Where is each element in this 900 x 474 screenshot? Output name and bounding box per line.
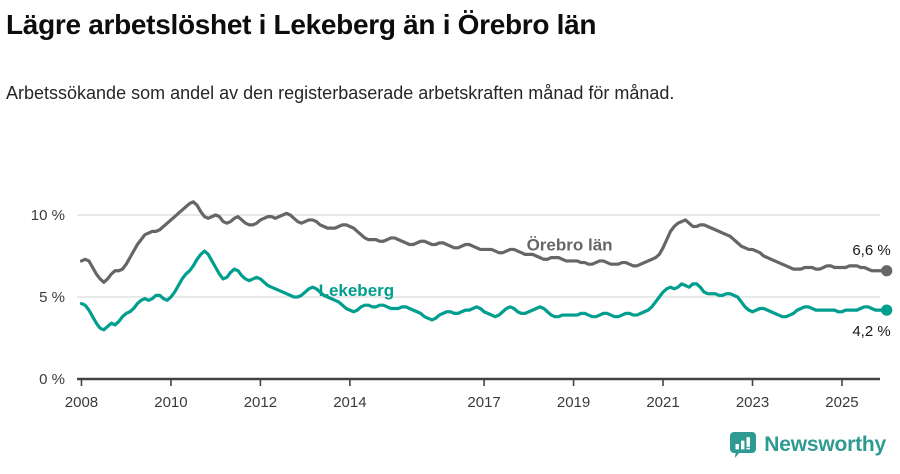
- series-label: Lekeberg: [319, 281, 395, 300]
- y-axis-tick-label: 10 %: [31, 207, 65, 224]
- x-axis-tick-label: 2021: [646, 394, 679, 411]
- x-axis-tick-label: 2008: [65, 394, 98, 411]
- x-axis-tick-label: 2019: [557, 394, 590, 411]
- series-end-value-labels: 6,6 % 4,2 %: [852, 242, 890, 340]
- series-end-dot: [881, 265, 893, 277]
- y-axis-tick-label: 5 %: [39, 289, 65, 306]
- x-axis-tick-label: 2014: [333, 394, 366, 411]
- x-axis-tick-label: 2023: [736, 394, 769, 411]
- series-end-value-label: 4,2 %: [852, 323, 890, 340]
- series-lines: [79, 200, 889, 332]
- bar-chart-bubble-icon: [730, 432, 757, 458]
- series-line: [79, 200, 889, 284]
- series-end-markers: [881, 265, 893, 316]
- gridlines: [77, 214, 880, 298]
- y-axis-tick-label: 0 %: [39, 371, 65, 388]
- x-axis-ticks: [80, 379, 843, 386]
- series-inline-labels: Örebro län Lekeberg: [319, 235, 613, 300]
- line-chart: 0 % 5 % 10 % 2008 2010 2012 2014 2017 2019 2021 2…: [0, 160, 900, 420]
- newsworthy-logo: Newsworthy: [730, 432, 886, 458]
- x-axis-tick-label: 2012: [244, 394, 277, 411]
- page-title: Lägre arbetslöshet i Lekeberg än i Örebr…: [6, 9, 597, 40]
- x-axis-tick-label: 2010: [154, 394, 187, 411]
- series-end-dot: [881, 304, 893, 316]
- footer: Newsworthy: [0, 428, 900, 474]
- logo-wordmark: Newsworthy: [764, 433, 886, 456]
- series-line: [79, 249, 889, 332]
- chart-svg: 0 %5 %10 % 2008 2010 2012 2014 2017 2019 2021 2…: [31, 200, 893, 411]
- y-axis-labels: 0 % 5 % 10 %: [31, 207, 65, 388]
- x-axis-tick-label: 2025: [825, 394, 858, 411]
- series-label: Örebro län: [527, 235, 613, 254]
- page-subtitle: Arbetssökande som andel av den registerb…: [6, 83, 675, 103]
- series-end-value-label: 6,6 %: [852, 242, 890, 259]
- x-axis-tick-label: 2017: [467, 394, 500, 411]
- x-axis-labels: 2008 2010 2012 2014 2017 2019 2021 2023 2025: [65, 394, 859, 411]
